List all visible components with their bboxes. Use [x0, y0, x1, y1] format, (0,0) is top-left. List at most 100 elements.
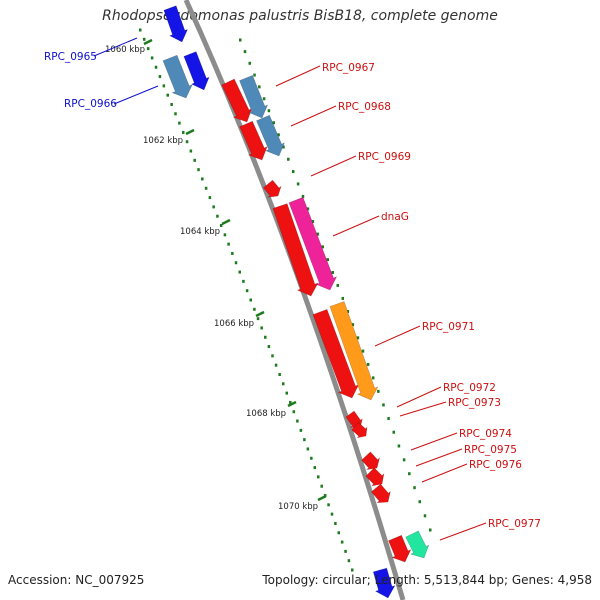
gene-label[interactable]: RPC_0974	[459, 428, 512, 440]
ruler-dot	[231, 251, 234, 255]
ruler-dot	[245, 289, 249, 293]
ruler-dot	[285, 391, 289, 395]
ruler-dot	[327, 503, 330, 507]
ruler-tick	[143, 38, 153, 46]
label-leader-line	[439, 522, 487, 541]
gene-rpc-0970	[272, 203, 319, 297]
ruler-dot	[289, 400, 292, 404]
gene-label[interactable]: RPC_0969	[358, 151, 411, 163]
gene-label[interactable]: RPC_0972	[443, 382, 496, 394]
track-dot	[311, 219, 315, 223]
ruler-label: 1064 kbp	[180, 227, 220, 237]
track-dot	[423, 514, 427, 518]
ruler-dot	[313, 466, 317, 470]
gene-rpc-0974	[361, 451, 381, 471]
track-dot	[346, 309, 350, 313]
ruler-dot	[303, 438, 306, 442]
ruler-label: 1068 kbp	[246, 409, 286, 419]
gene-rpc-0966b	[183, 51, 210, 91]
ruler-dot	[337, 531, 341, 535]
ruler-dot	[296, 419, 299, 423]
ruler-tick	[255, 310, 265, 318]
ruler-dot	[181, 130, 185, 134]
track-dot	[282, 145, 285, 149]
ruler-dot	[299, 428, 303, 432]
track-dot	[239, 38, 242, 42]
track-dot	[408, 472, 411, 476]
ruler-dot	[317, 475, 320, 479]
ruler-dot	[212, 205, 215, 209]
gene-rpc-0968	[239, 120, 268, 161]
track-dot	[366, 362, 370, 366]
label-leader-line	[421, 463, 468, 483]
ruler-label: 1060 kbp	[105, 45, 145, 55]
track-dot	[392, 430, 395, 434]
ruler-dot	[227, 242, 230, 246]
ruler-dot	[193, 158, 196, 162]
ruler-dot	[271, 354, 274, 358]
gene-label[interactable]: RPC_0977	[488, 518, 541, 530]
gene-label[interactable]: RPC_0966	[64, 98, 117, 110]
ruler-dot	[267, 345, 271, 349]
ruler-dot	[150, 56, 154, 60]
gene-label[interactable]: RPC_0967	[322, 62, 375, 74]
gene-label[interactable]: dnaG	[381, 211, 409, 223]
ruler-dot	[216, 214, 219, 218]
ruler-dot	[219, 224, 223, 228]
gene-features	[162, 5, 430, 599]
ruler-dot	[174, 112, 177, 116]
ruler-dot	[292, 410, 296, 414]
track-dot	[413, 486, 416, 490]
gene-rpc-0977b	[405, 530, 430, 559]
gene-dnaG	[288, 196, 338, 291]
gene-label[interactable]: RPC_0973	[448, 397, 501, 409]
gene-rpc-0969	[262, 179, 282, 198]
ruler-dot	[185, 140, 189, 144]
ruler-dot	[208, 196, 212, 200]
label-leader-line	[332, 215, 380, 237]
label-leader-line	[374, 325, 421, 347]
gene-rpc-0976	[370, 483, 391, 504]
label-leader-line	[396, 386, 442, 408]
label-leader-line	[410, 432, 458, 451]
track-dot	[306, 207, 310, 211]
ruler-tick	[185, 128, 195, 136]
ruler-dot	[310, 456, 313, 460]
gene-rpc-0967b	[239, 75, 269, 119]
ruler-dot	[242, 279, 245, 283]
track-dot	[296, 182, 300, 186]
track-dot	[258, 85, 261, 89]
gene-label[interactable]: RPC_0965	[44, 51, 97, 63]
ruler-dot	[281, 382, 285, 386]
track-dot	[351, 323, 355, 327]
track-dot	[287, 157, 290, 161]
ruler-dot	[162, 84, 166, 88]
gene-label[interactable]: RPC_0975	[464, 444, 517, 456]
label-leader-line	[290, 105, 337, 127]
ruler-dot	[340, 540, 344, 544]
ruler-dot	[201, 177, 204, 181]
label-leader-line	[93, 37, 138, 57]
gene-label[interactable]: RPC_0976	[469, 459, 522, 471]
gene-rpc-0978	[372, 567, 396, 599]
ruler-dot	[178, 121, 181, 125]
ruler-dot	[197, 168, 200, 172]
track-dot	[321, 245, 325, 249]
ruler-label: 1066 kbp	[214, 319, 254, 329]
label-leader-line	[415, 448, 463, 467]
gene-label[interactable]: RPC_0968	[338, 101, 391, 113]
ruler-dot	[158, 75, 162, 79]
gene-rpc-0967	[221, 78, 253, 123]
gene-label[interactable]: RPC_0971	[422, 321, 475, 333]
gene-rpc-0971b	[329, 301, 379, 401]
label-leader-line	[399, 401, 447, 417]
track-dot	[387, 417, 390, 421]
track-dot	[326, 258, 330, 262]
ruler-dot	[142, 37, 146, 41]
ruler-dot	[154, 65, 158, 69]
ruler-dot	[330, 512, 334, 516]
ruler-dot	[256, 317, 260, 321]
ruler-dot	[146, 47, 150, 51]
ruler-dot	[347, 559, 351, 563]
